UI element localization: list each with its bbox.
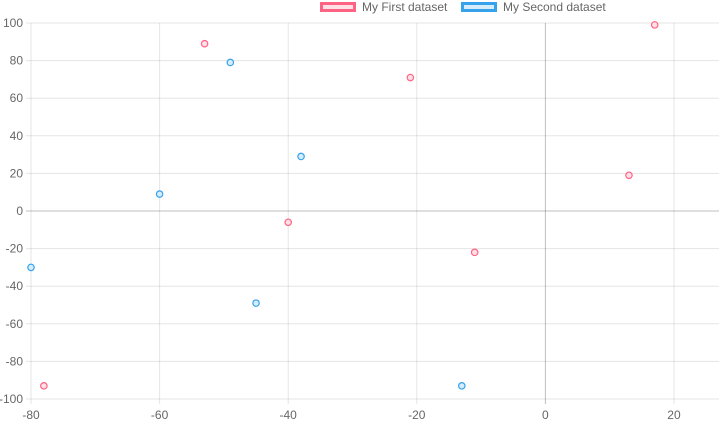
data-point-first-dataset <box>470 248 479 257</box>
x-tick-label: -20 <box>408 408 426 422</box>
y-tick-label: 80 <box>10 54 24 68</box>
y-tick-label: 100 <box>3 16 23 30</box>
data-point-second-dataset <box>252 299 260 307</box>
data-point-second-dataset <box>226 58 235 67</box>
legend-swatch-second-dataset <box>461 2 497 12</box>
y-tick-label: -60 <box>6 317 24 331</box>
y-tick-label: 40 <box>10 129 24 143</box>
x-tick-label: -60 <box>151 408 169 422</box>
data-point-first-dataset <box>650 21 659 29</box>
legend-label-second-dataset: My Second dataset <box>503 0 606 14</box>
data-point-first-dataset <box>284 218 292 227</box>
y-tick-label: 20 <box>10 166 24 180</box>
x-tick-label: 0 <box>542 408 549 422</box>
x-tick-label: 20 <box>667 408 681 422</box>
chart-legend: My First dataset My Second dataset <box>0 0 719 16</box>
y-tick-label: -80 <box>6 354 24 368</box>
data-point-second-dataset <box>27 263 35 272</box>
legend-swatch-first-dataset <box>320 2 356 12</box>
data-point-second-dataset <box>297 152 305 161</box>
data-point-second-dataset <box>155 190 164 198</box>
data-point-first-dataset <box>200 39 209 48</box>
x-tick-label: -40 <box>280 408 298 422</box>
y-tick-label: 60 <box>10 91 24 105</box>
data-point-first-dataset <box>625 171 633 180</box>
y-tick-label: -40 <box>6 279 24 293</box>
data-point-first-dataset <box>406 73 415 82</box>
x-tick-label: -80 <box>22 408 40 422</box>
y-tick-label: -100 <box>0 392 23 406</box>
y-tick-label: 0 <box>16 204 23 218</box>
data-point-second-dataset <box>458 382 466 390</box>
y-tick-label: -20 <box>6 242 24 256</box>
legend-label-first-dataset: My First dataset <box>362 0 448 14</box>
legend-item-second-dataset[interactable]: My Second dataset <box>461 0 606 14</box>
legend-item-first-dataset[interactable]: My First dataset <box>320 0 447 14</box>
data-point-first-dataset <box>40 382 48 390</box>
